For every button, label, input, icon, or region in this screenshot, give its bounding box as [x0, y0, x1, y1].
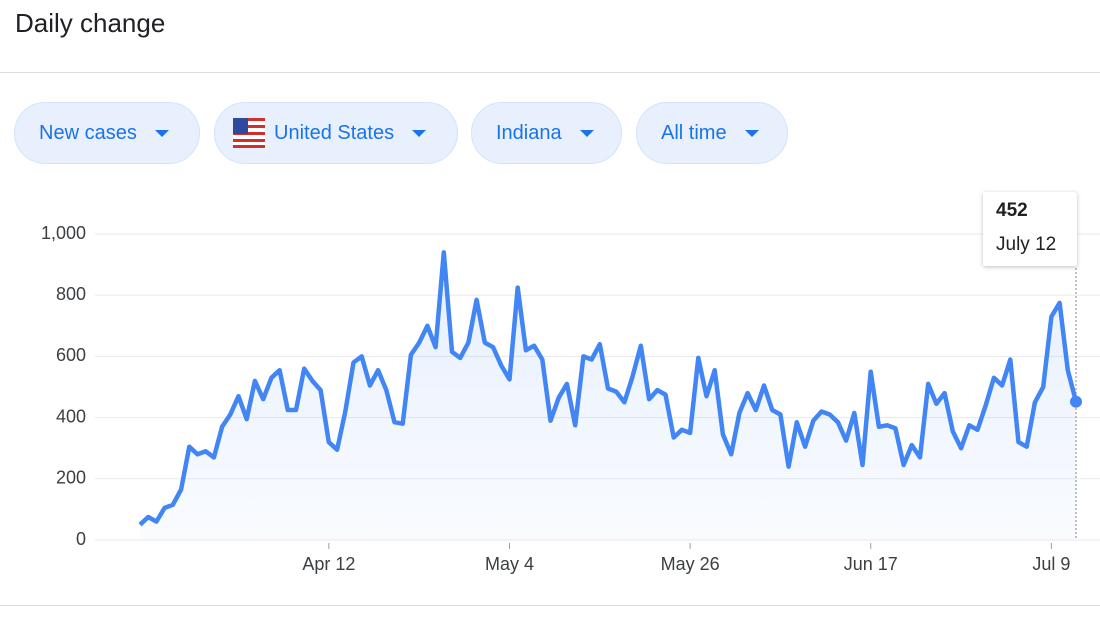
chip-label: United States — [274, 121, 395, 144]
y-tick-label: 800 — [56, 284, 86, 304]
chip-label: New cases — [39, 121, 137, 144]
x-tick-label: Jul 9 — [1032, 554, 1070, 574]
tooltip — [983, 192, 1077, 266]
tooltip-value: 452 — [996, 200, 1028, 221]
hover-point — [1070, 395, 1082, 408]
dropdown-arrow — [744, 129, 759, 137]
divider — [0, 605, 1100, 606]
area — [140, 252, 1076, 540]
x-tick-label: Jun 17 — [844, 554, 898, 574]
x-tick-label: May 26 — [661, 554, 720, 574]
dropdown-arrow — [154, 129, 169, 137]
flag-icon — [233, 118, 265, 148]
x-tick-label: May 4 — [485, 554, 534, 574]
country-filter[interactable]: United States — [214, 102, 458, 164]
y-tick-label: 400 — [56, 406, 86, 426]
dropdown-arrow — [412, 129, 427, 137]
tooltip-date: July 12 — [996, 234, 1056, 255]
chip-label: Indiana — [496, 121, 562, 144]
line — [138, 250, 1079, 527]
y-tick-label: 200 — [56, 468, 86, 488]
y-tick-label: 0 — [76, 529, 86, 549]
y-tick-label: 600 — [56, 345, 86, 365]
chip-label: All time — [661, 121, 727, 144]
divider — [0, 72, 1100, 73]
metric-filter[interactable]: New cases — [14, 102, 200, 164]
chart: 0 200 400 600 800 1,000 Apr 12 May 4 May 26 Jun 1… — [41, 192, 1100, 574]
section-title: Daily change — [15, 8, 166, 38]
y-tick-label: 1,000 — [41, 223, 86, 243]
time-filter[interactable]: All time — [636, 102, 788, 164]
region-filter[interactable]: Indiana — [471, 102, 622, 164]
dropdown-arrow — [579, 129, 594, 137]
x-tick-label: Apr 12 — [302, 554, 355, 574]
